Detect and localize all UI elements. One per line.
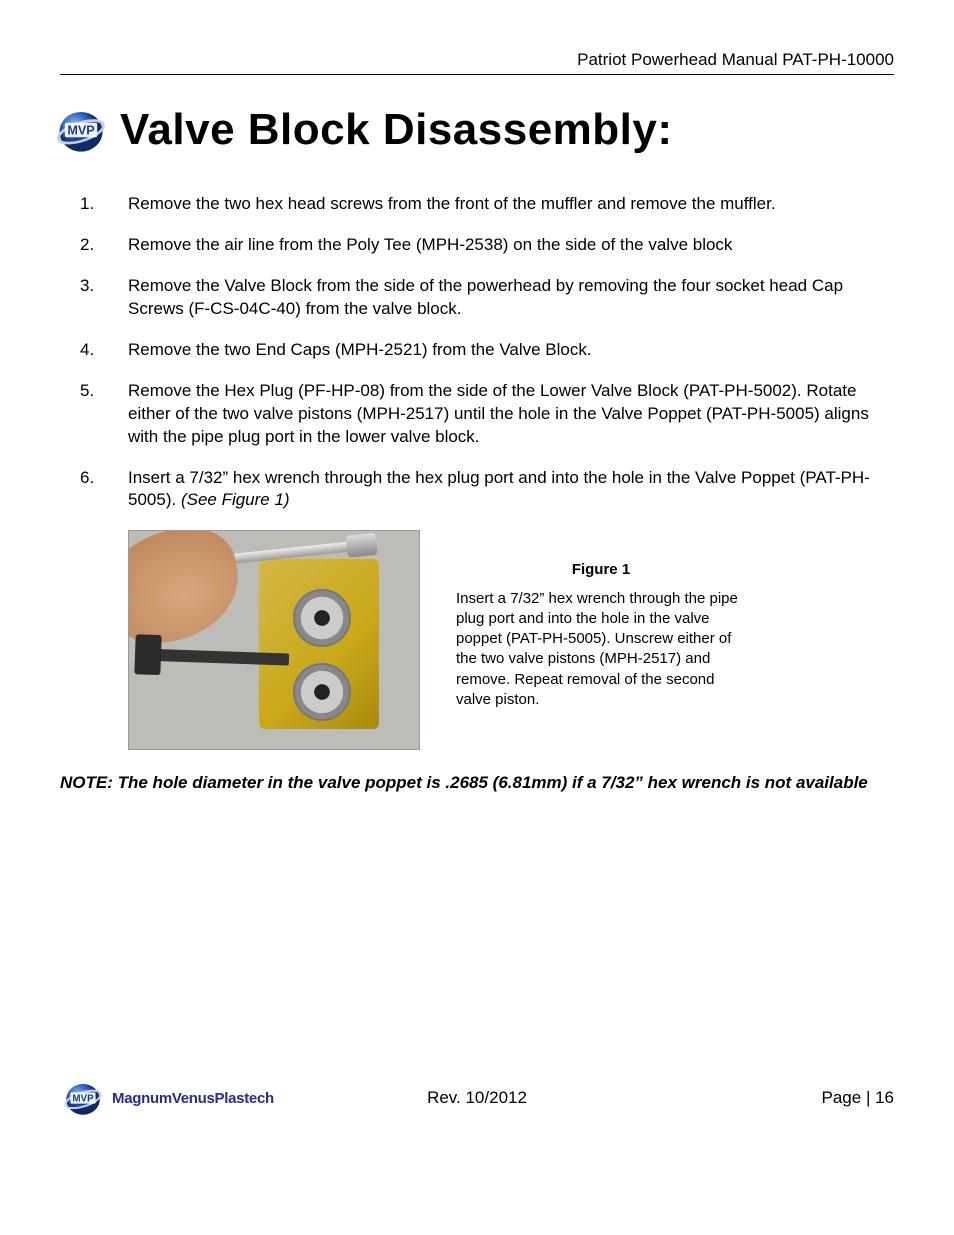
logo-badge-text: MVP [67, 124, 94, 138]
step-text: Remove the air line from the Poly Tee (M… [128, 235, 732, 254]
step-2: 2. Remove the air line from the Poly Tee… [80, 234, 894, 257]
step-number: 5. [80, 380, 94, 403]
page-header: Patriot Powerhead Manual PAT-PH-10000 [60, 50, 894, 75]
step-text: Remove the Hex Plug (PF-HP-08) from the … [128, 381, 869, 446]
footer-revision: Rev. 10/2012 [427, 1088, 527, 1108]
valve-block-shape [259, 559, 379, 729]
step-4: 4. Remove the two End Caps (MPH-2521) fr… [80, 339, 894, 362]
mvp-globe-icon: MVP [60, 1077, 106, 1119]
footer-company-name: MagnumVenusPlastech [112, 1090, 274, 1107]
step-figure-ref: (See Figure 1) [181, 490, 290, 509]
svg-text:MVP: MVP [72, 1094, 94, 1105]
step-text: Remove the two End Caps (MPH-2521) from … [128, 340, 592, 359]
valve-port-top [293, 589, 351, 647]
valve-port-bottom [293, 663, 351, 721]
instruction-list: 1. Remove the two hex head screws from t… [80, 193, 894, 512]
page-footer: MVP MagnumVenusPlastech Rev. 10/2012 Pag… [60, 1077, 894, 1119]
step-number: 6. [80, 467, 94, 490]
footer-page-number: Page | 16 [822, 1088, 894, 1108]
figure-label: Figure 1 [456, 560, 746, 580]
step-number: 3. [80, 275, 94, 298]
step-5: 5. Remove the Hex Plug (PF-HP-08) from t… [80, 380, 894, 449]
page-title: Valve Block Disassembly: [120, 105, 673, 155]
figure-block: Figure 1 Insert a 7/32” hex wrench throu… [128, 530, 894, 750]
step-3: 3. Remove the Valve Block from the side … [80, 275, 894, 321]
title-row: MVP Valve Block Disassembly: [54, 103, 894, 157]
step-number: 2. [80, 234, 94, 257]
step-6: 6. Insert a 7/32” hex wrench through the… [80, 467, 894, 513]
step-number: 1. [80, 193, 94, 216]
header-right-text: Patriot Powerhead Manual PAT-PH-10000 [577, 50, 894, 69]
step-1: 1. Remove the two hex head screws from t… [80, 193, 894, 216]
step-text: Remove the two hex head screws from the … [128, 194, 776, 213]
note-text: NOTE: The hole diameter in the valve pop… [60, 772, 894, 795]
step-number: 4. [80, 339, 94, 362]
footer-logo: MVP MagnumVenusPlastech [60, 1077, 274, 1119]
figure-1-image [128, 530, 420, 750]
mvp-globe-icon: MVP [54, 103, 108, 157]
document-page: Patriot Powerhead Manual PAT-PH-10000 MV… [0, 0, 954, 1155]
figure-caption-text: Insert a 7/32” hex wrench through the pi… [456, 590, 738, 708]
figure-caption-block: Figure 1 Insert a 7/32” hex wrench throu… [456, 530, 746, 710]
step-text: Remove the Valve Block from the side of … [128, 276, 843, 318]
